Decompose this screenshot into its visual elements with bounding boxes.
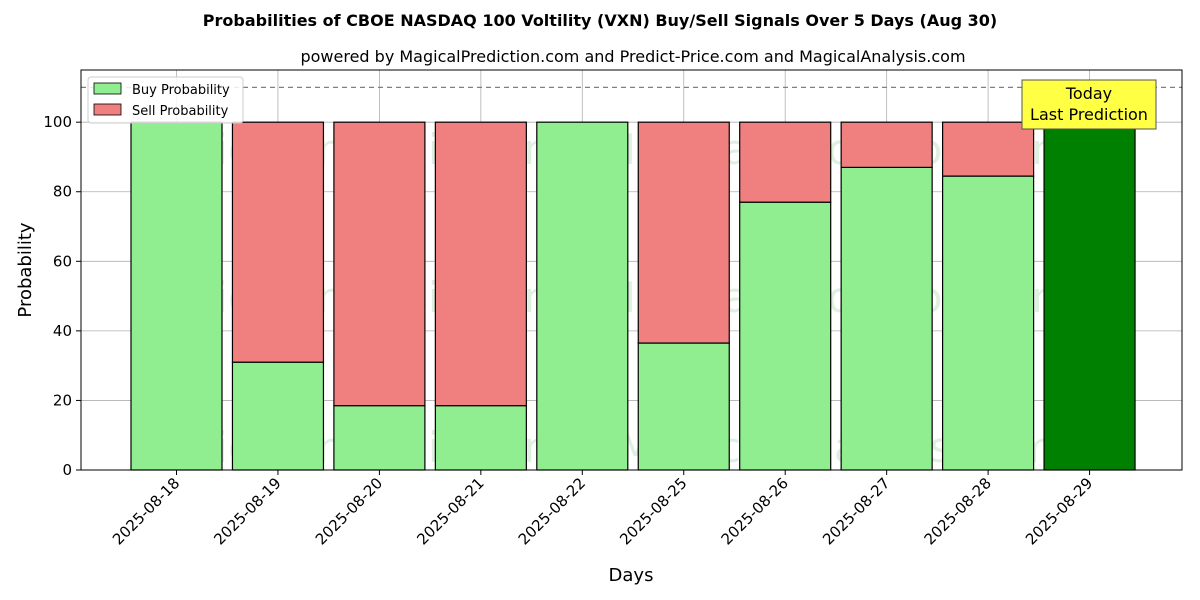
bar-sell (434, 121, 527, 407)
today-annotation-box (1021, 79, 1157, 130)
chart-title: Probabilities of CBOE NASDAQ 100 Voltili… (203, 11, 997, 30)
bar-buy (1043, 121, 1136, 471)
y-axis-label: Probability (15, 222, 36, 317)
x-tick-label: 2025-08-22 (515, 474, 589, 548)
bar-buy (637, 342, 730, 471)
x-tick-label: 2025-08-20 (312, 474, 386, 548)
today-annotation-line1: Today (1065, 84, 1112, 103)
legend-swatch-sell (93, 103, 122, 116)
x-axis-label: Days (609, 565, 654, 586)
y-tick-label: 80 (53, 183, 72, 201)
bar-sell (840, 121, 933, 168)
x-tick-label: 2025-08-18 (109, 474, 183, 548)
x-tick-label: 2025-08-19 (210, 474, 284, 548)
legend: Buy Probability Sell Probability (87, 76, 244, 124)
bar-buy (840, 166, 933, 471)
plot-frame (80, 69, 1183, 471)
bar-sell (739, 121, 832, 203)
y-tick-label: 60 (53, 252, 72, 270)
bar-sell (941, 121, 1035, 177)
y-tick-label: 100 (43, 113, 72, 131)
x-axis-ticks: 2025-08-18 2025-08-19 2025-08-20 2025-08-21… (109, 470, 1096, 548)
bar-sell (637, 121, 730, 344)
bar-buy (739, 201, 832, 471)
legend-box (87, 76, 244, 124)
x-tick-label: 2025-08-21 (413, 474, 487, 548)
x-tick-label: 2025-08-25 (616, 474, 690, 548)
chart-subtitle: powered by MagicalPrediction.com and Pre… (300, 47, 965, 66)
x-tick-label: 2025-08-27 (819, 474, 893, 548)
bar-buy (941, 175, 1035, 471)
x-tick-label: 2025-08-26 (718, 474, 792, 548)
bar-buy (231, 361, 325, 471)
legend-swatch-buy (93, 82, 122, 95)
today-annotation: Today Last Prediction (1021, 79, 1157, 130)
bars (130, 121, 1136, 471)
x-tick-label: 2025-08-28 (921, 474, 995, 548)
bar-buy (536, 121, 629, 471)
today-annotation-line2: Last Prediction (1030, 105, 1148, 124)
bar-sell (333, 121, 426, 407)
bar-sell (231, 121, 325, 363)
bar-buy (333, 405, 426, 471)
legend-label-buy: Buy Probability (132, 83, 230, 98)
y-tick-label: 0 (62, 461, 72, 479)
bar-buy (434, 405, 527, 471)
x-tick-label: 2025-08-29 (1022, 474, 1096, 548)
y-tick-label: 40 (53, 322, 72, 340)
legend-label-sell: Sell Probability (132, 104, 229, 119)
y-axis-ticks: 0 20 40 60 80 100 (43, 113, 81, 479)
y-tick-label: 20 (53, 391, 72, 409)
bar-buy (130, 121, 223, 471)
